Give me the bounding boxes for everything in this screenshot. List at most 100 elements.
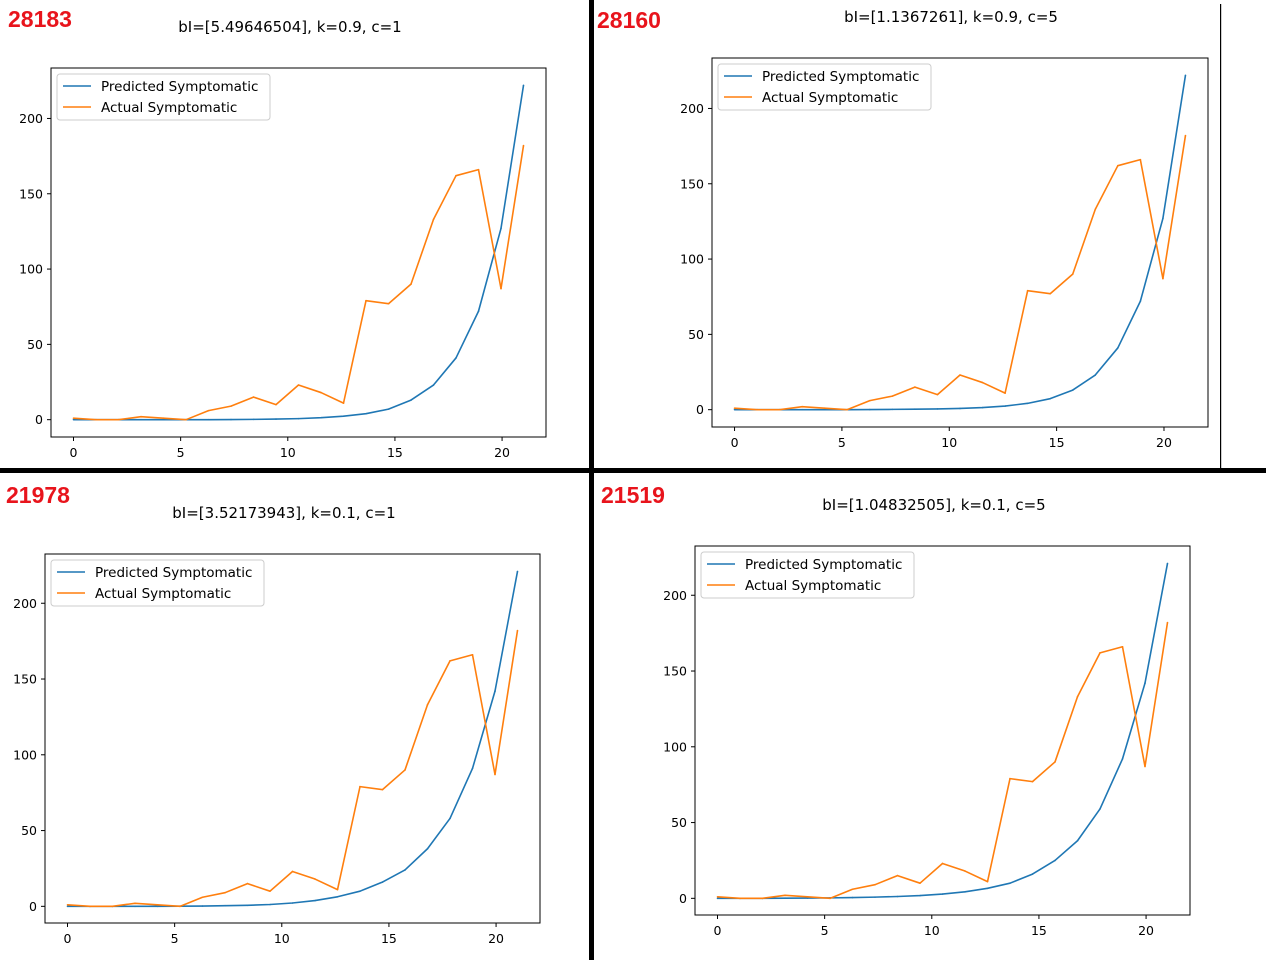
data-point <box>1162 277 1164 280</box>
data-point <box>896 874 899 877</box>
data-point <box>801 405 803 408</box>
x-tick-label: 15 <box>1031 923 1047 938</box>
data-point <box>320 416 322 419</box>
data-point <box>320 391 322 394</box>
data-point <box>1166 562 1169 565</box>
data-point <box>291 870 294 873</box>
data-point <box>1026 402 1029 405</box>
y-tick-label: 200 <box>680 101 704 116</box>
data-point <box>252 418 255 421</box>
data-point <box>432 384 435 386</box>
data-point <box>1031 780 1034 783</box>
panel-id-label: 28160 <box>597 7 661 33</box>
chart-panel-1: 28160 bI=[1.1367261], k=0.9, c=50 5 10 15 200… <box>597 7 1209 450</box>
data-point <box>117 418 120 421</box>
data-point <box>1117 347 1119 349</box>
data-point <box>1004 392 1006 394</box>
data-point <box>1009 882 1011 884</box>
data-point <box>230 405 232 407</box>
x-tick-label: 20 <box>1138 923 1154 938</box>
data-point <box>716 896 719 898</box>
data-point <box>1139 300 1142 303</box>
data-point <box>404 769 406 771</box>
data-point <box>964 891 966 893</box>
data-point <box>936 408 939 410</box>
panels: 28183 bI=[5.49646504], k=0.9, c=1 0 5 10 15 20… <box>6 6 1209 946</box>
y-tick-label: 0 <box>696 402 704 417</box>
data-point <box>801 408 803 411</box>
data-point <box>1026 289 1029 292</box>
legend-entry: Actual Symptomatic <box>101 100 237 116</box>
data-point <box>914 408 916 411</box>
data-point <box>761 897 764 900</box>
data-point <box>365 299 367 302</box>
data-point <box>207 409 210 412</box>
y-tick-label: 150 <box>13 672 37 687</box>
data-point <box>891 395 894 397</box>
y-tick-label: 100 <box>19 262 43 277</box>
legend-entry: Actual Symptomatic <box>745 578 881 594</box>
data-point <box>1099 808 1101 810</box>
data-point <box>981 406 984 409</box>
data-point <box>874 883 876 886</box>
data-point <box>851 888 854 891</box>
y-tick-label: 150 <box>680 176 704 191</box>
x-tick-label: 0 <box>714 923 722 938</box>
panel-id-label: 28183 <box>8 6 72 32</box>
y-tick-label: 200 <box>19 111 43 126</box>
data-point <box>1071 389 1074 391</box>
data-point <box>269 903 271 906</box>
legend-box <box>700 551 915 599</box>
data-point <box>959 407 961 410</box>
data-point <box>224 904 226 907</box>
data-point <box>111 905 114 908</box>
vertical-divider <box>589 0 594 960</box>
data-point <box>1166 621 1169 624</box>
data-point <box>516 570 519 573</box>
data-point <box>522 144 525 147</box>
chart-title: bI=[1.1367261], k=0.9, c=5 <box>844 8 1058 26</box>
data-point <box>365 412 367 415</box>
data-point <box>1094 374 1097 376</box>
data-point <box>455 174 457 177</box>
data-point <box>784 894 786 897</box>
data-point <box>522 84 525 87</box>
data-point <box>1071 273 1074 275</box>
data-point <box>716 897 719 900</box>
data-point <box>89 905 91 908</box>
data-point <box>823 408 826 411</box>
data-point <box>72 417 75 419</box>
right-border-line <box>1220 4 1222 468</box>
x-tick-label: 20 <box>494 445 510 460</box>
data-point <box>1054 761 1056 763</box>
data-point <box>477 168 480 171</box>
data-point <box>1139 158 1142 161</box>
chart-panel-3: 21519 bI=[1.04832505], k=0.1, c=5 0 5 10 15 20… <box>601 482 1191 938</box>
data-point <box>297 384 300 386</box>
legend-entry: Predicted Symptomatic <box>762 69 919 85</box>
x-tick-label: 20 <box>488 931 504 946</box>
data-point <box>291 902 294 904</box>
panel-id-label: 21978 <box>6 482 70 508</box>
data-point <box>432 218 435 221</box>
data-point <box>66 905 69 908</box>
legend: Predicted Symptomatic Actual Symptomatic <box>56 73 271 121</box>
y-tick-label: 150 <box>19 186 43 201</box>
data-point <box>1049 397 1051 400</box>
data-point <box>224 891 226 894</box>
data-point <box>426 703 429 706</box>
data-point <box>179 905 181 908</box>
chart-title: bI=[3.52173943], k=0.1, c=1 <box>172 504 395 522</box>
x-tick-label: 5 <box>821 923 829 938</box>
data-point <box>477 310 480 313</box>
data-point <box>162 418 165 421</box>
data-point <box>449 660 451 662</box>
y-tick-label: 0 <box>679 891 687 906</box>
y-tick-label: 50 <box>671 815 687 830</box>
legend-entry: Predicted Symptomatic <box>745 557 902 573</box>
data-point <box>449 817 451 820</box>
y-tick-label: 0 <box>29 899 37 914</box>
data-point <box>784 897 786 899</box>
data-point <box>494 690 496 692</box>
